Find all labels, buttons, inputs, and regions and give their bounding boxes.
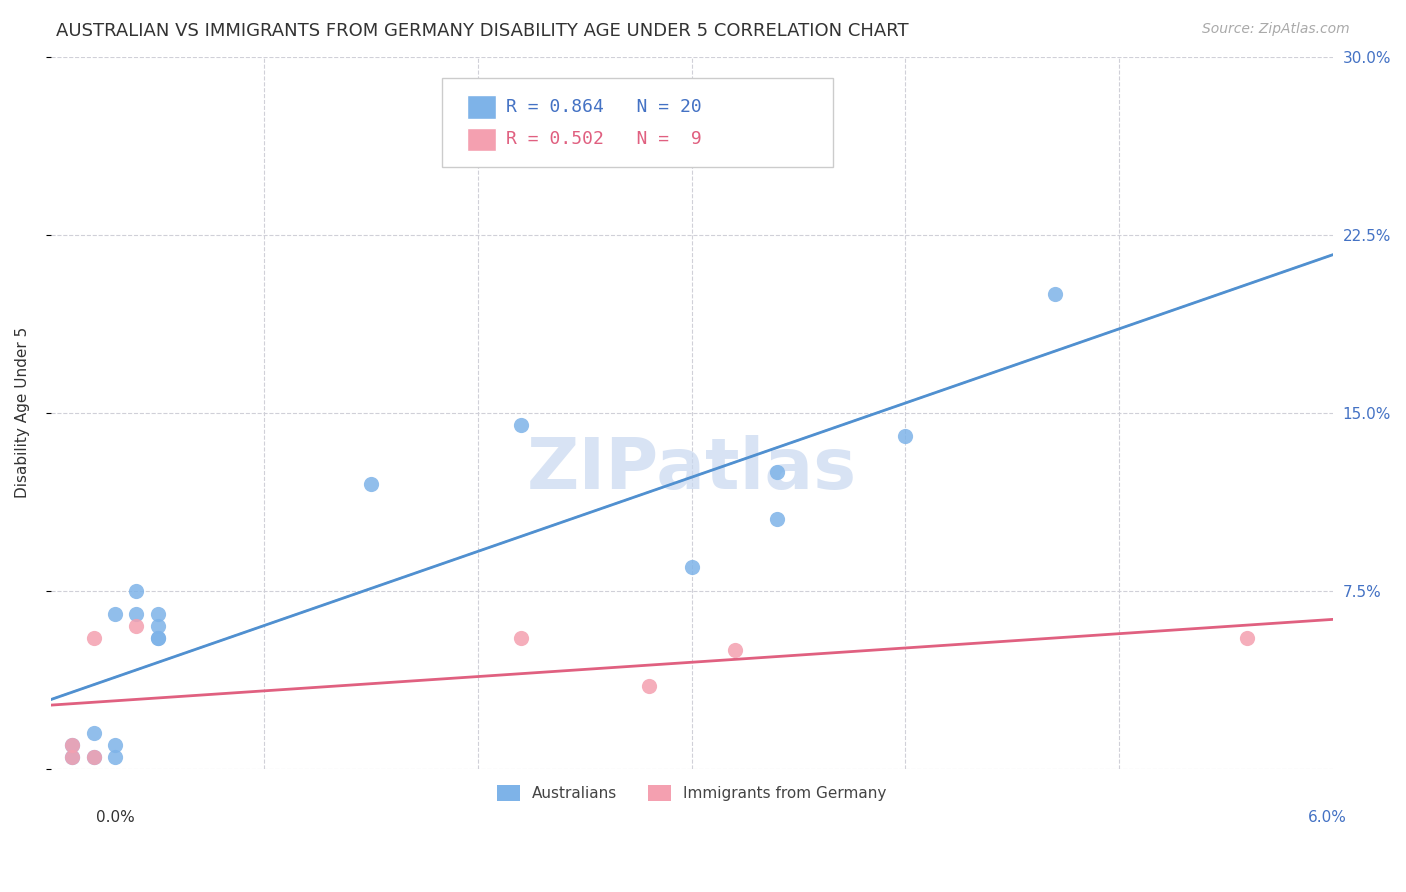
Text: Source: ZipAtlas.com: Source: ZipAtlas.com <box>1202 22 1350 37</box>
Text: R = 0.502   N =  9: R = 0.502 N = 9 <box>506 130 702 148</box>
Point <box>681 560 703 574</box>
Text: R = 0.864   N = 20: R = 0.864 N = 20 <box>506 97 702 116</box>
Point <box>125 583 148 598</box>
Point <box>104 738 127 752</box>
Point <box>146 619 169 633</box>
Point <box>1043 287 1066 301</box>
Legend: Australians, Immigrants from Germany: Australians, Immigrants from Germany <box>491 779 893 807</box>
Point <box>83 726 105 740</box>
Point <box>509 417 531 432</box>
Point <box>894 429 917 443</box>
Point <box>146 607 169 622</box>
Point <box>1236 631 1258 645</box>
Point <box>60 738 83 752</box>
FancyBboxPatch shape <box>441 78 832 167</box>
Point <box>83 749 105 764</box>
Point <box>104 749 127 764</box>
Point <box>83 749 105 764</box>
Point <box>766 512 789 526</box>
Point <box>766 465 789 479</box>
Point <box>60 749 83 764</box>
Point <box>146 631 169 645</box>
Point <box>146 631 169 645</box>
Text: ZIPatlas: ZIPatlas <box>527 435 856 504</box>
Text: 6.0%: 6.0% <box>1308 810 1347 825</box>
Text: 0.0%: 0.0% <box>96 810 135 825</box>
Point <box>723 643 745 657</box>
Point <box>360 476 382 491</box>
Point <box>60 738 83 752</box>
Point <box>104 607 127 622</box>
FancyBboxPatch shape <box>467 128 496 152</box>
FancyBboxPatch shape <box>467 95 496 119</box>
Point <box>125 607 148 622</box>
Point <box>60 749 83 764</box>
Y-axis label: Disability Age Under 5: Disability Age Under 5 <box>15 327 30 499</box>
Point <box>509 631 531 645</box>
Text: AUSTRALIAN VS IMMIGRANTS FROM GERMANY DISABILITY AGE UNDER 5 CORRELATION CHART: AUSTRALIAN VS IMMIGRANTS FROM GERMANY DI… <box>56 22 908 40</box>
Point <box>83 631 105 645</box>
Point <box>125 619 148 633</box>
Point <box>638 679 661 693</box>
